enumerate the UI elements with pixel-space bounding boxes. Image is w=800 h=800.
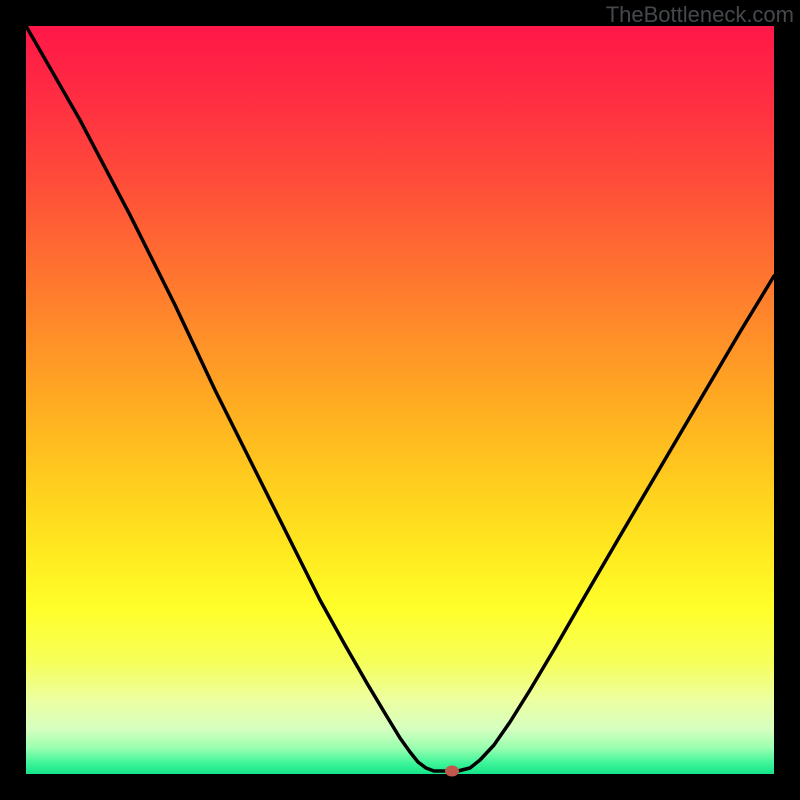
- optimal-point-marker: [445, 766, 459, 777]
- bottleneck-chart: [0, 0, 800, 800]
- watermark-text: TheBottleneck.com: [606, 2, 794, 28]
- chart-frame: TheBottleneck.com: [0, 0, 800, 800]
- plot-background: [26, 26, 774, 774]
